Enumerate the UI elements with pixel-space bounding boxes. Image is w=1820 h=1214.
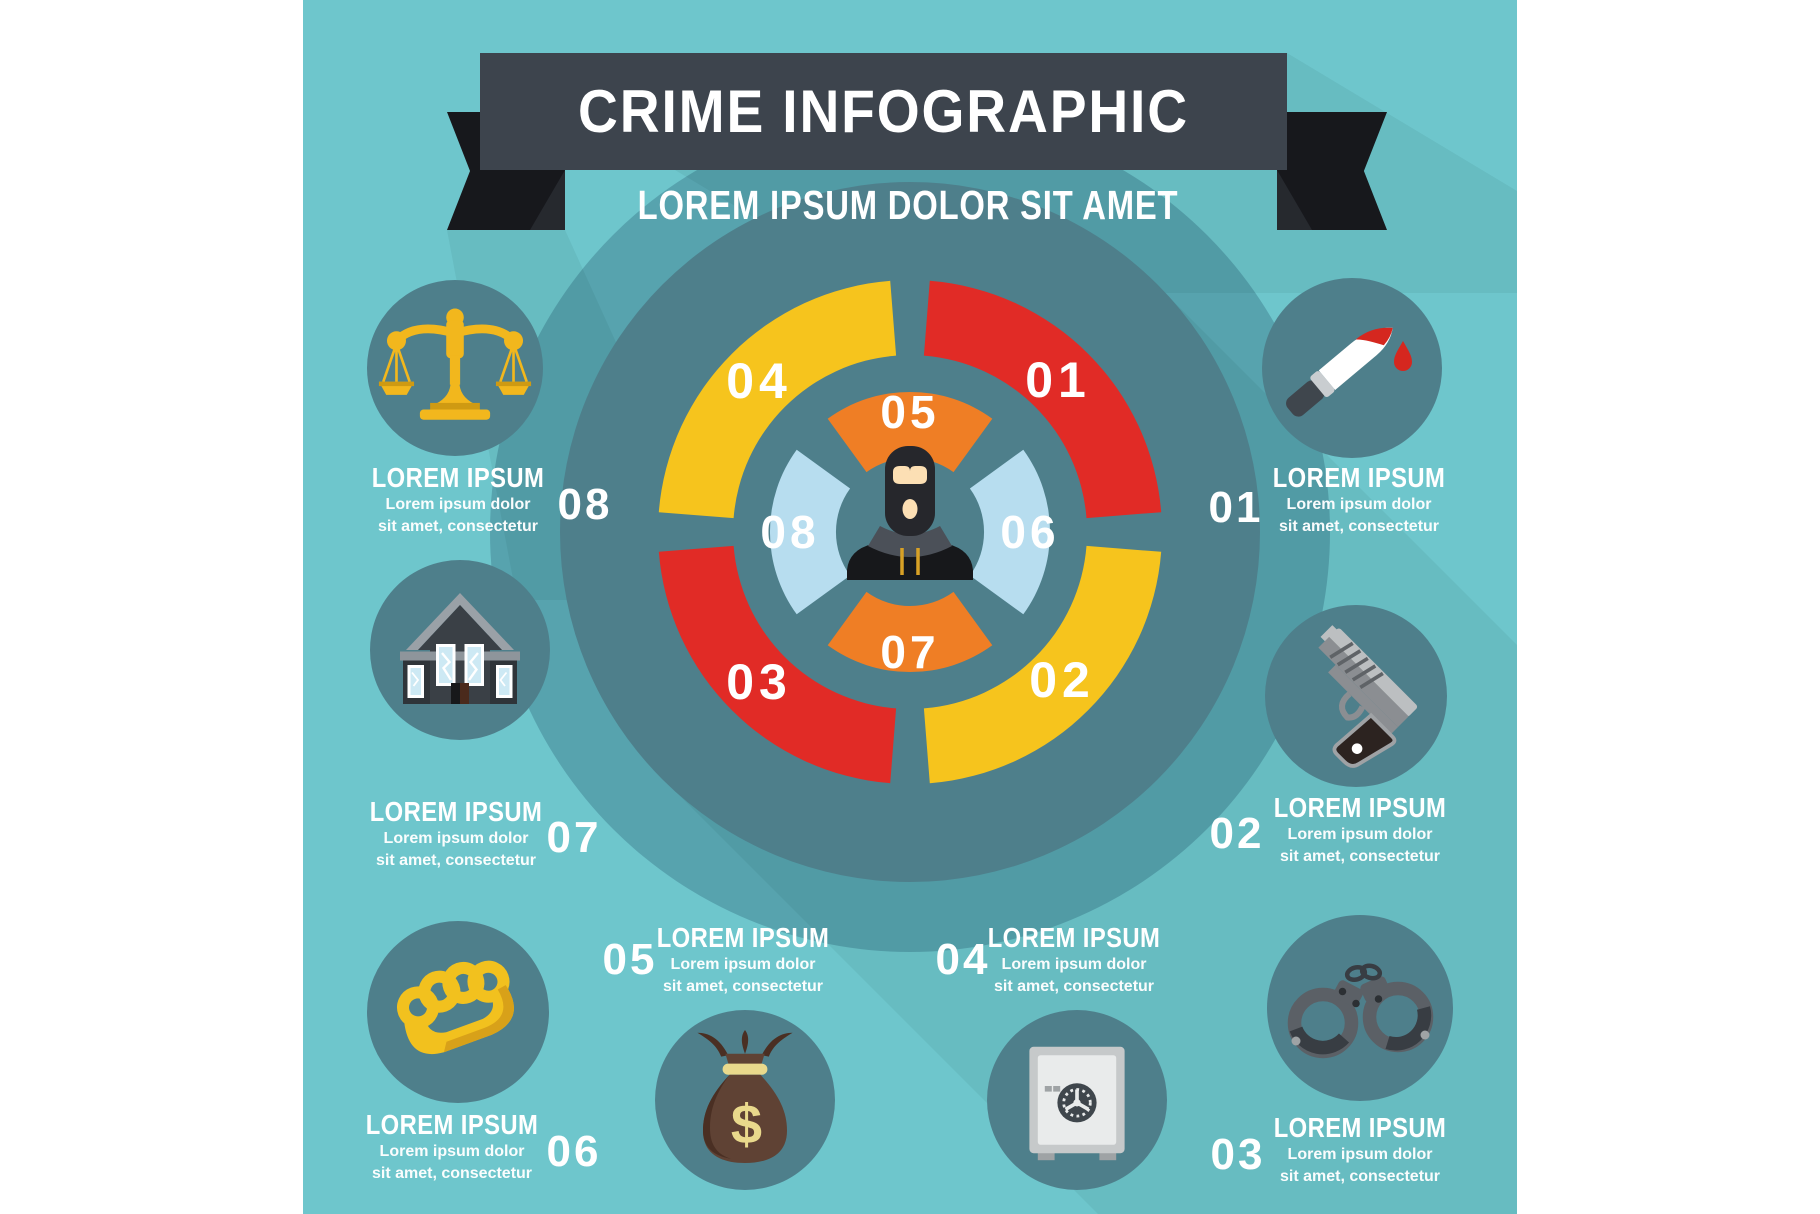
item-08-number: 08 [557, 480, 613, 529]
item-02-text: LOREM IPSUM Lorem ipsum dolor sit amet, … [1245, 792, 1475, 868]
item-07-desc2: sit amet, consectetur [375, 852, 537, 869]
item-03-title: LOREM IPSUM [1273, 1112, 1447, 1143]
ring-label-01: 01 [1025, 352, 1091, 408]
item-04-desc2: sit amet, consectetur [993, 978, 1155, 995]
segment-07 [827, 591, 993, 673]
item-03-desc2: sit amet, consectetur [1279, 1168, 1441, 1185]
item-03-desc1: Lorem ipsum dolor [1287, 1146, 1433, 1163]
item-07-number: 07 [546, 813, 602, 862]
segment-08 [769, 449, 851, 615]
item-05-number: 05 [602, 935, 658, 984]
bloody-knife-icon [1286, 327, 1412, 417]
item-06-desc2: sit amet, consectetur [371, 1165, 533, 1182]
item-06-desc1: Lorem ipsum dolor [379, 1143, 525, 1160]
item-02-desc1: Lorem ipsum dolor [1287, 826, 1433, 843]
ring-label-02: 02 [1029, 652, 1095, 708]
pistol-icon [1318, 625, 1418, 768]
item-04-title: LOREM IPSUM [987, 922, 1161, 953]
title-banner: CRIME INFOGRAPHIC [480, 53, 1287, 170]
item-06-number: 06 [546, 1127, 602, 1176]
ring-label-03: 03 [726, 654, 792, 710]
ring-label-07: 07 [880, 626, 939, 678]
broken-house-icon [400, 593, 520, 704]
item-05-title: LOREM IPSUM [656, 922, 830, 953]
ring-chart: 01 02 03 04 05 06 07 08 [560, 182, 1260, 882]
item-05-text: LOREM IPSUM Lorem ipsum dolor sit amet, … [628, 922, 858, 998]
ring-label-05: 05 [880, 386, 939, 438]
item-01-text: LOREM IPSUM Lorem ipsum dolor sit amet, … [1244, 462, 1474, 538]
item-03-number: 03 [1210, 1130, 1266, 1179]
item-07-title: LOREM IPSUM [369, 796, 543, 827]
item-04-desc1: Lorem ipsum dolor [1001, 956, 1147, 973]
item-01-number: 01 [1208, 483, 1264, 532]
ring-label-06: 06 [1000, 506, 1059, 558]
ring-label-08: 08 [760, 506, 819, 558]
item-08-desc1: Lorem ipsum dolor [385, 496, 531, 513]
item-01-title: LOREM IPSUM [1272, 462, 1446, 493]
item-02-desc2: sit amet, consectetur [1279, 848, 1441, 865]
poster-subtitle: LOREM IPSUM DOLOR SIT AMET [637, 182, 1179, 228]
item-08-title: LOREM IPSUM [371, 462, 545, 493]
item-02-title: LOREM IPSUM [1273, 792, 1447, 823]
item-04-number: 04 [935, 935, 991, 984]
poster-title: CRIME INFOGRAPHIC [578, 78, 1189, 145]
criminal-balaclava-icon [847, 446, 973, 580]
segment-05 [827, 391, 993, 473]
item-05-desc2: sit amet, consectetur [662, 978, 824, 995]
item-05-desc1: Lorem ipsum dolor [670, 956, 816, 973]
brass-knuckles-icon [397, 960, 514, 1055]
item-02-number: 02 [1209, 809, 1265, 858]
money-bag-icon: $ [697, 1030, 793, 1163]
handcuffs-icon [1287, 963, 1434, 1059]
segment-06 [969, 449, 1051, 615]
item-07-text: LOREM IPSUM Lorem ipsum dolor sit amet, … [341, 796, 571, 872]
segment-03 [658, 545, 897, 784]
segment-02 [923, 545, 1162, 784]
item-06-title: LOREM IPSUM [365, 1109, 539, 1140]
item-04-text: LOREM IPSUM Lorem ipsum dolor sit amet, … [959, 922, 1189, 998]
item-07-desc1: Lorem ipsum dolor [383, 830, 529, 847]
item-08-text: LOREM IPSUM Lorem ipsum dolor sit amet, … [343, 462, 573, 538]
item-01-desc2: sit amet, consectetur [1278, 518, 1440, 535]
safe-icon [1029, 1046, 1125, 1161]
icon-circle-knuckles [367, 921, 549, 1103]
item-03-text: LOREM IPSUM Lorem ipsum dolor sit amet, … [1245, 1112, 1475, 1188]
ring-label-04: 04 [726, 353, 792, 409]
item-01-desc1: Lorem ipsum dolor [1286, 496, 1432, 513]
justice-scales-icon [378, 308, 532, 420]
poster-canvas: 01 02 03 04 05 06 07 08 CRIME INFOGRAPHI… [303, 0, 1517, 1214]
item-06-text: LOREM IPSUM Lorem ipsum dolor sit amet, … [337, 1109, 567, 1185]
dollar-sign: $ [731, 1092, 762, 1155]
segment-04 [658, 280, 897, 519]
segment-01 [923, 280, 1162, 519]
item-08-desc2: sit amet, consectetur [377, 518, 539, 535]
